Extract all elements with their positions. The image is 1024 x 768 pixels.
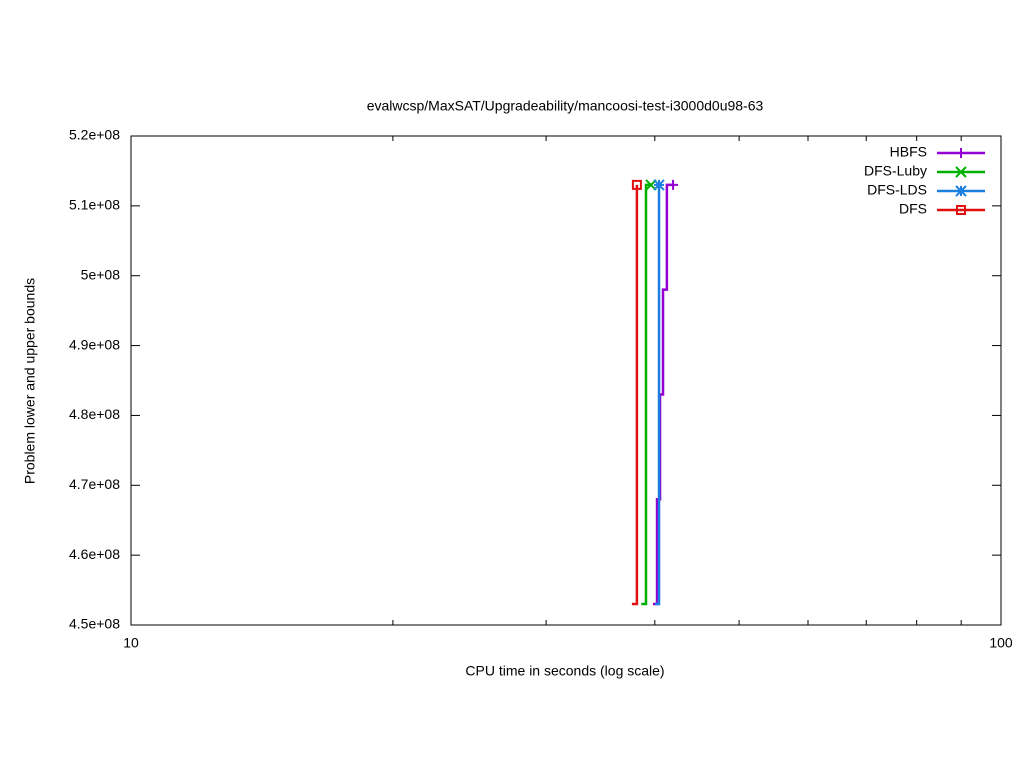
legend-label: DFS xyxy=(899,201,927,217)
y-tick-label: 5.1e+08 xyxy=(69,197,120,213)
y-tick-label: 5e+08 xyxy=(81,266,121,282)
marker xyxy=(955,166,967,178)
y-tick-label: 4.6e+08 xyxy=(69,546,120,562)
marker xyxy=(668,179,679,190)
x-tick-label: 10 xyxy=(123,635,139,651)
chart-title: evalwcsp/MaxSAT/Upgradeability/mancoosi-… xyxy=(367,98,764,114)
series-line xyxy=(655,184,661,606)
marker xyxy=(956,205,966,215)
y-tick-label: 4.8e+08 xyxy=(69,406,120,422)
y-tick-label: 4.9e+08 xyxy=(69,336,120,352)
y-tick-label: 4.5e+08 xyxy=(69,616,120,632)
marker xyxy=(631,179,642,190)
x-axis-label: CPU time in seconds (log scale) xyxy=(465,663,664,679)
legend-label: DFS-LDS xyxy=(867,182,927,198)
marker xyxy=(955,185,967,197)
legend-label: DFS-Luby xyxy=(864,163,927,179)
marker xyxy=(653,179,665,191)
y-tick-label: 4.7e+08 xyxy=(69,476,120,492)
marker xyxy=(956,148,966,158)
legend-label: HBFS xyxy=(890,144,927,160)
series-line xyxy=(652,183,674,606)
y-tick-label: 5.2e+08 xyxy=(69,127,120,143)
x-tick-label: 100 xyxy=(989,635,1013,651)
series-line xyxy=(631,184,639,606)
y-axis-label: Problem lower and upper bounds xyxy=(22,278,38,484)
plot-frame xyxy=(130,135,1002,626)
series-line xyxy=(641,183,651,606)
